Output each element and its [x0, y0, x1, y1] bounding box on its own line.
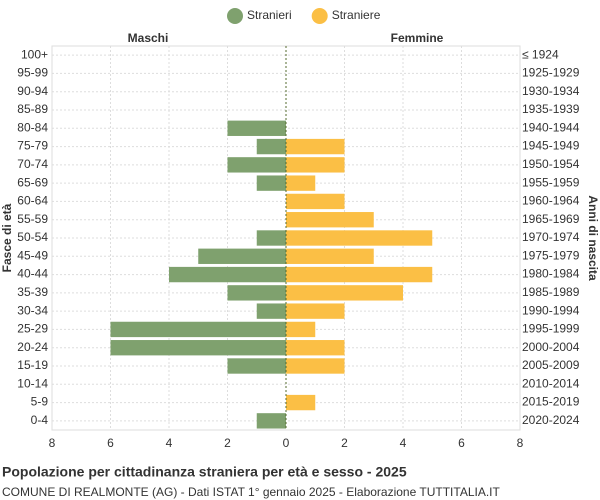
y2-tick-label: 1970-1974 — [522, 230, 580, 244]
y-tick-label: 90-94 — [17, 84, 48, 98]
bar — [286, 285, 403, 301]
bar — [227, 120, 286, 136]
right-label: Femmine — [391, 31, 444, 45]
bar — [256, 230, 286, 246]
y-tick-label: 0-4 — [31, 413, 49, 427]
y2-title: Anni di nascita — [586, 195, 600, 281]
bar — [286, 248, 374, 264]
bar — [286, 303, 345, 319]
y-tick-label: 20-24 — [17, 340, 48, 354]
y2-tick-label: 1940-1944 — [522, 120, 580, 134]
y-tick-label: 100+ — [21, 47, 48, 61]
y2-tick-label: 2015-2019 — [522, 395, 580, 409]
y2-tick-label: 1995-1999 — [522, 322, 580, 336]
bar — [256, 303, 286, 319]
y2-tick-label: 1950-1954 — [522, 157, 580, 171]
y2-tick-label: ≤ 1924 — [522, 47, 559, 61]
x-tick-label: 6 — [107, 436, 114, 450]
y-tick-label: 75-79 — [17, 139, 48, 153]
y2-tick-label: 2020-2024 — [522, 413, 580, 427]
y-tick-label: 15-19 — [17, 358, 48, 372]
y-tick-label: 25-29 — [17, 322, 48, 336]
chart-title: Popolazione per cittadinanza straniera p… — [2, 464, 407, 480]
legend-marker — [227, 8, 243, 24]
bar — [198, 248, 286, 264]
bar — [286, 157, 345, 173]
y2-tick-label: 2000-2004 — [522, 340, 580, 354]
y-tick-label: 60-64 — [17, 194, 48, 208]
y2-tick-label: 2005-2009 — [522, 358, 580, 372]
bar — [110, 321, 286, 338]
legend-label: Stranieri — [247, 8, 292, 22]
bar — [286, 321, 316, 338]
y-tick-label: 30-34 — [17, 303, 48, 317]
legend-label: Straniere — [332, 8, 381, 22]
y2-tick-label: 1955-1959 — [522, 175, 580, 189]
y-tick-label: 80-84 — [17, 120, 48, 134]
x-tick-label: 2 — [341, 436, 348, 450]
x-tick-label: 0 — [283, 436, 290, 450]
bar — [286, 266, 433, 283]
y2-tick-label: 1990-1994 — [522, 303, 580, 317]
legend-marker — [311, 8, 328, 24]
x-tick-label: 4 — [400, 436, 407, 450]
bar — [286, 394, 316, 411]
bar — [227, 358, 286, 374]
y-tick-label: 45-49 — [17, 248, 48, 262]
y2-tick-label: 1945-1949 — [522, 139, 580, 153]
bar — [256, 413, 286, 429]
y-tick-label: 55-59 — [17, 212, 48, 226]
bar — [286, 175, 316, 191]
bar — [286, 212, 374, 228]
y2-tick-label: 1975-1979 — [522, 248, 580, 262]
y-tick-label: 5-9 — [31, 395, 49, 409]
bar — [286, 358, 345, 374]
bar — [286, 230, 433, 246]
y-tick-label: 65-69 — [17, 175, 48, 189]
y-tick-label: 50-54 — [17, 230, 48, 244]
y-tick-label: 95-99 — [17, 66, 48, 80]
bar — [286, 193, 345, 210]
bar — [256, 138, 286, 155]
y2-tick-label: 1930-1934 — [522, 84, 580, 98]
y2-tick-label: 1925-1929 — [522, 66, 580, 80]
bar — [110, 340, 286, 356]
x-tick-label: 8 — [517, 436, 524, 450]
y-tick-label: 10-14 — [17, 376, 48, 390]
y-tick-label: 40-44 — [17, 267, 48, 281]
y2-tick-label: 1965-1969 — [522, 212, 580, 226]
chart-subtitle: COMUNE DI REALMONTE (AG) - Dati ISTAT 1°… — [2, 485, 501, 499]
x-tick-label: 8 — [49, 436, 56, 450]
bar — [227, 157, 286, 173]
y2-tick-label: 1935-1939 — [522, 102, 580, 116]
left-label: Maschi — [128, 31, 169, 45]
x-tick-label: 2 — [224, 436, 231, 450]
bar — [286, 340, 345, 356]
y-tick-label: 85-89 — [17, 102, 48, 116]
y-title: Fasce di età — [0, 203, 14, 272]
bar — [227, 285, 286, 301]
x-tick-label: 4 — [166, 436, 173, 450]
y2-tick-label: 1960-1964 — [522, 194, 580, 208]
y2-tick-label: 1985-1989 — [522, 285, 580, 299]
bar — [169, 266, 286, 283]
bar — [256, 175, 286, 191]
x-tick-label: 6 — [458, 436, 465, 450]
y-tick-label: 35-39 — [17, 285, 48, 299]
y2-tick-label: 1980-1984 — [522, 267, 580, 281]
y-tick-label: 70-74 — [17, 157, 48, 171]
y2-tick-label: 2010-2014 — [522, 376, 580, 390]
bar — [286, 138, 345, 155]
